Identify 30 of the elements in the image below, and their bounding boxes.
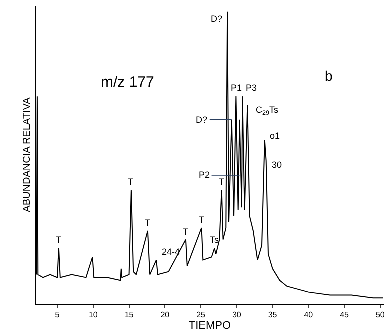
annotation: m/z 177 — [101, 74, 154, 91]
annotation: b — [325, 68, 333, 84]
annotation: D? — [211, 14, 223, 24]
annotation: P1 — [231, 83, 242, 93]
x-tick-label: 30 — [232, 310, 242, 320]
annotation: T — [145, 218, 151, 228]
x-tick-label: 5 — [55, 310, 60, 320]
annotation: T — [219, 177, 225, 187]
annotation: T — [128, 177, 134, 187]
x-tick-label: 20 — [160, 310, 170, 320]
annotation: 24-4 — [162, 247, 180, 257]
x-tick-label: 10 — [88, 310, 98, 320]
annotation: C$_{29}$Ts — [256, 105, 280, 117]
annotation: D? — [196, 115, 208, 125]
x-tick-label: 15 — [124, 310, 134, 320]
annotation: T — [183, 227, 189, 237]
y-axis-title: ABUNDANCIA RELATIVA — [22, 97, 33, 212]
annotation: 30 — [272, 160, 282, 170]
annotation: P2 — [199, 170, 210, 180]
annotation: T — [56, 235, 62, 245]
annotation: o1 — [270, 131, 280, 141]
x-tick-label: 25 — [196, 310, 206, 320]
annotation: T — [199, 215, 205, 225]
x-tick-label: 45 — [340, 310, 350, 320]
x-tick-label: 50 — [376, 310, 386, 320]
x-axis-title: TIEMPO — [188, 320, 232, 332]
x-tick-label: 35 — [268, 310, 278, 320]
annotation: P3 — [246, 83, 258, 93]
x-tick-label: 40 — [304, 310, 314, 320]
annotation: Ts — [210, 235, 220, 245]
